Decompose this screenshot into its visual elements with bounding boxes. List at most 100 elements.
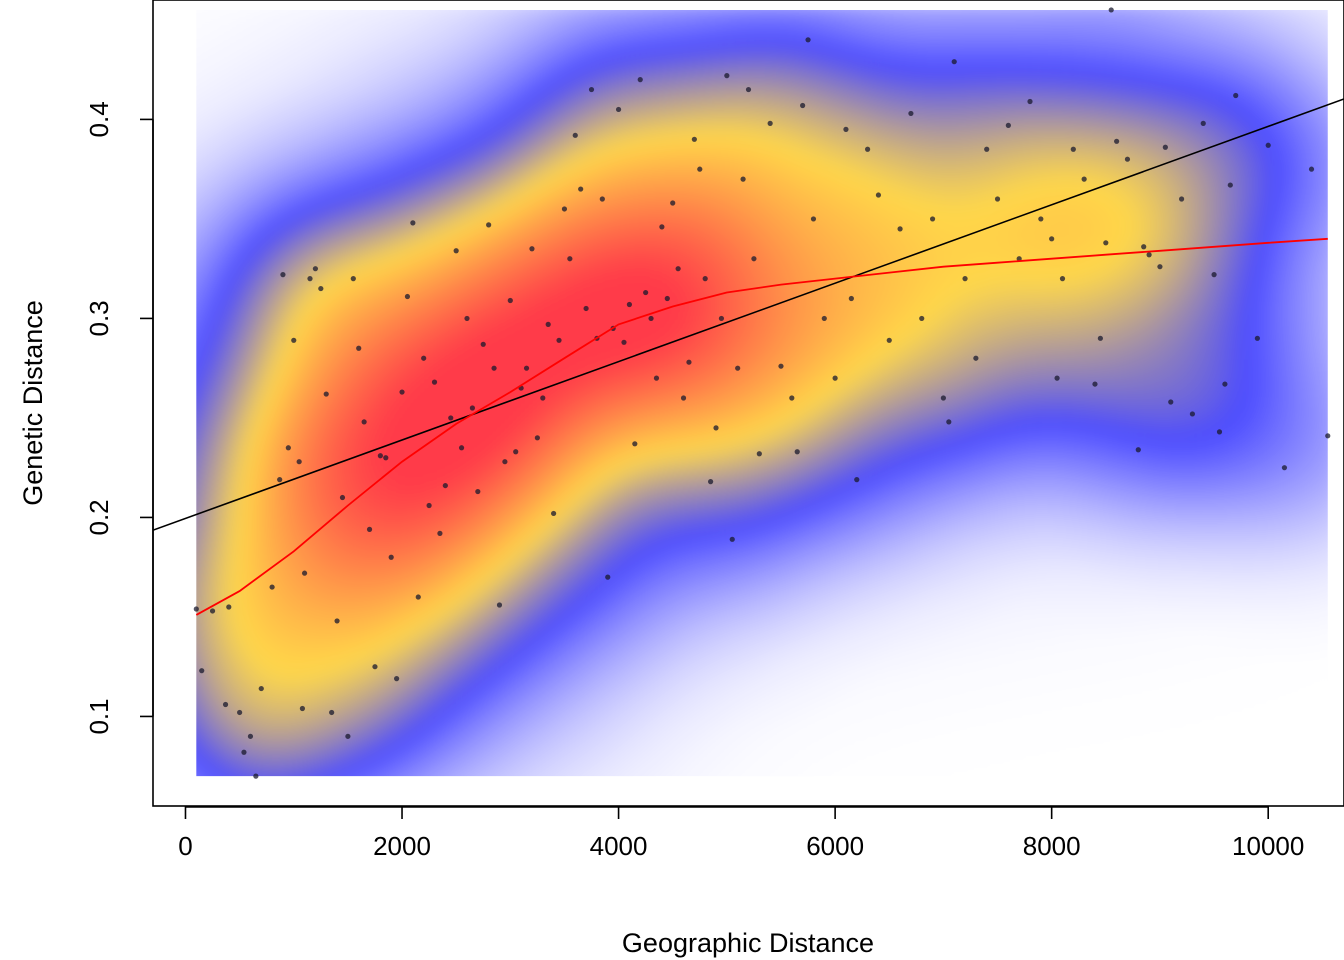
data-point: [480, 341, 486, 347]
data-point: [534, 435, 540, 441]
data-point: [843, 126, 849, 132]
data-point: [865, 146, 871, 152]
y-tick-label: 0.3: [84, 300, 114, 336]
data-point: [756, 451, 762, 457]
data-point: [908, 110, 914, 117]
data-point: [1141, 244, 1147, 250]
data-point: [637, 77, 643, 83]
data-point: [1038, 216, 1044, 222]
data-point: [318, 285, 324, 292]
data-point: [1308, 166, 1315, 172]
data-point: [745, 86, 752, 93]
data-point: [1135, 447, 1141, 453]
data-point: [626, 301, 633, 308]
data-point: [1070, 146, 1076, 152]
data-point: [556, 337, 562, 343]
x-tick-label: 2000: [373, 831, 431, 861]
data-point: [789, 395, 795, 401]
data-point: [540, 395, 546, 401]
data-point: [1081, 176, 1087, 182]
data-point: [1254, 335, 1260, 341]
x-axis: 0 2000 4000 6000 8000 10000: [178, 806, 1304, 861]
data-point: [1222, 381, 1228, 387]
data-point: [648, 315, 654, 322]
data-point: [226, 604, 232, 610]
data-point: [621, 339, 627, 345]
data-point: [778, 363, 784, 369]
data-point: [951, 59, 957, 65]
data-point: [334, 618, 340, 624]
data-point: [545, 321, 551, 327]
data-point: [502, 459, 508, 465]
data-point: [361, 419, 367, 425]
data-point: [713, 425, 719, 431]
data-point: [1325, 433, 1331, 439]
data-point: [686, 359, 692, 365]
data-point: [529, 246, 535, 252]
data-point: [404, 293, 411, 300]
data-point: [1227, 182, 1233, 188]
data-point: [810, 216, 817, 222]
data-point: [285, 445, 291, 451]
data-point: [464, 315, 470, 322]
x-tick-label: 0: [178, 831, 192, 861]
data-point: [919, 315, 925, 322]
data-point: [794, 449, 800, 455]
data-point: [291, 337, 297, 343]
data-point: [588, 86, 595, 93]
data-point: [1168, 399, 1174, 405]
data-point: [350, 276, 356, 282]
data-point: [946, 419, 952, 425]
data-point: [448, 415, 454, 421]
data-point: [1211, 272, 1217, 278]
data-point: [247, 733, 254, 739]
data-point: [299, 705, 306, 712]
data-point: [431, 379, 438, 385]
x-tick-label: 8000: [1023, 831, 1081, 861]
data-point: [1097, 335, 1103, 341]
data-point: [415, 594, 421, 600]
data-point: [345, 733, 351, 739]
data-point: [193, 606, 199, 612]
data-point: [307, 276, 313, 282]
data-point: [394, 676, 400, 682]
data-point: [469, 405, 476, 411]
data-point: [199, 668, 205, 674]
data-point: [1049, 236, 1055, 242]
x-tick-label: 4000: [590, 831, 648, 861]
data-point: [973, 355, 979, 361]
data-point: [940, 395, 946, 401]
y-tick-label: 0.4: [84, 101, 114, 137]
data-point: [583, 305, 589, 312]
data-point: [1189, 411, 1196, 417]
data-point: [729, 536, 735, 542]
data-point: [280, 272, 286, 278]
data-point: [388, 554, 394, 560]
data-point: [366, 526, 373, 532]
data-point: [269, 584, 275, 590]
data-point: [1005, 122, 1011, 128]
data-point: [632, 441, 638, 447]
data-point: [643, 289, 649, 296]
data-point: [426, 502, 432, 509]
data-point: [372, 664, 378, 670]
data-point: [458, 445, 465, 451]
data-point: [1114, 138, 1120, 144]
data-point: [659, 224, 665, 230]
data-point: [984, 146, 990, 152]
data-point: [724, 73, 730, 79]
data-point: [664, 295, 670, 302]
data-point: [496, 602, 503, 608]
data-point: [578, 186, 584, 192]
data-point: [561, 206, 568, 212]
data-point: [751, 256, 757, 262]
data-point: [1200, 120, 1206, 126]
data-point: [897, 226, 903, 232]
data-point: [832, 375, 838, 381]
x-tick-label: 10000: [1232, 831, 1304, 861]
data-point: [312, 266, 319, 272]
data-point: [599, 196, 605, 202]
data-point: [383, 455, 389, 461]
data-point: [767, 120, 773, 126]
